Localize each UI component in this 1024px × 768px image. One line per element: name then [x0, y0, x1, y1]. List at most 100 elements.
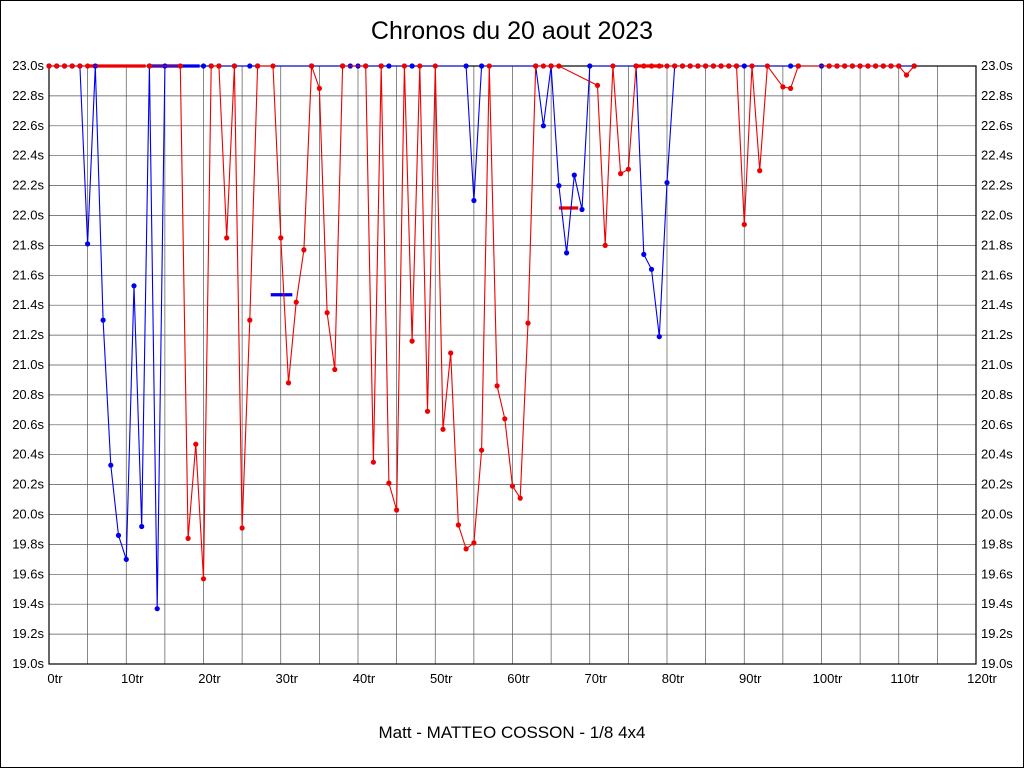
tick-label: 20.2s	[12, 477, 44, 492]
data-point-serie-bleue	[648, 266, 655, 272]
tick-label: 70tr	[585, 671, 608, 686]
data-point-serie-bleue	[463, 63, 469, 69]
data-point-serie-bleue	[123, 556, 129, 563]
data-point-serie-rouge	[54, 63, 60, 69]
data-point-serie-rouge	[780, 84, 786, 90]
data-point-serie-rouge	[69, 63, 75, 69]
tick-label: 22.4s	[12, 148, 44, 163]
tick-label: 22.8s	[12, 88, 44, 103]
data-point-serie-rouge	[417, 63, 423, 69]
data-point-serie-rouge	[795, 63, 801, 69]
tick-label: 20.6s	[981, 417, 1013, 432]
data-point-serie-rouge	[479, 447, 485, 453]
tick-label: 21.6s	[981, 267, 1013, 282]
data-point-serie-rouge	[857, 63, 863, 69]
data-point-serie-rouge	[888, 63, 894, 69]
data-point-serie-rouge	[880, 63, 886, 69]
data-point-serie-rouge	[278, 235, 284, 241]
data-point-serie-rouge	[664, 63, 670, 69]
tick-label: 40tr	[353, 671, 376, 686]
data-point-serie-bleue	[571, 172, 577, 178]
tick-label: 21.8s	[12, 237, 44, 252]
data-point-serie-rouge	[540, 63, 547, 69]
data-point-serie-rouge	[448, 350, 454, 356]
data-point-serie-bleue	[479, 63, 485, 69]
data-point-serie-rouge	[625, 166, 632, 172]
data-point-serie-rouge	[726, 63, 732, 69]
data-point-serie-rouge	[255, 63, 261, 69]
data-point-serie-rouge	[301, 247, 307, 253]
data-point-serie-rouge	[618, 171, 624, 177]
data-point-serie-bleue	[386, 63, 392, 69]
tick-label: 23.0s	[12, 58, 44, 73]
tick-label: 60tr	[507, 671, 530, 686]
data-point-serie-bleue	[85, 241, 91, 247]
data-point-serie-rouge	[710, 63, 717, 69]
tick-label: 22.2s	[981, 178, 1013, 193]
data-point-serie-rouge	[455, 522, 461, 528]
tick-label: 100tr	[813, 671, 843, 686]
data-point-serie-rouge	[193, 441, 199, 447]
data-point-serie-rouge	[85, 63, 91, 69]
series-line-serie-rouge	[49, 64, 915, 579]
data-point-serie-rouge	[656, 63, 662, 69]
tick-label: 20.2s	[981, 477, 1013, 492]
tick-label: 22.2s	[12, 178, 44, 193]
data-point-serie-rouge	[285, 380, 292, 386]
tick-label: 20.0s	[981, 507, 1013, 522]
data-point-serie-bleue	[131, 283, 137, 289]
data-point-serie-bleue	[579, 206, 585, 213]
data-point-serie-rouge	[865, 63, 871, 69]
data-point-serie-rouge	[788, 85, 794, 91]
data-point-serie-rouge	[231, 63, 237, 69]
data-point-serie-rouge	[340, 63, 346, 69]
tick-label: 20.4s	[12, 447, 44, 462]
data-point-serie-bleue	[247, 63, 253, 69]
data-point-serie-rouge	[533, 63, 539, 69]
data-point-serie-rouge	[239, 525, 245, 531]
data-point-serie-rouge	[633, 63, 639, 69]
data-point-serie-bleue	[556, 183, 562, 189]
tick-label: 90tr	[739, 671, 762, 686]
data-point-serie-bleue	[641, 251, 647, 257]
data-point-serie-rouge	[394, 507, 400, 513]
data-point-serie-rouge	[695, 63, 701, 69]
data-point-serie-rouge	[741, 221, 747, 228]
tick-label: 21.6s	[12, 267, 44, 282]
data-point-serie-rouge	[363, 63, 369, 69]
data-point-serie-rouge	[370, 459, 376, 465]
data-point-serie-rouge	[873, 63, 879, 69]
data-point-serie-rouge	[46, 63, 52, 69]
chart-title: Chronos du 20 aout 2023	[370, 17, 654, 45]
tick-label: 19.2s	[981, 626, 1013, 641]
data-point-serie-rouge	[594, 82, 601, 88]
data-point-serie-rouge	[509, 483, 516, 489]
data-point-serie-bleue	[587, 63, 593, 69]
data-point-serie-rouge	[757, 168, 763, 174]
data-point-serie-rouge	[471, 540, 477, 546]
tick-label: 22.0s	[12, 208, 44, 223]
tick-label: 0tr	[47, 671, 63, 686]
series-line-serie-bleue	[49, 65, 915, 609]
data-point-serie-rouge	[293, 299, 299, 305]
data-point-serie-rouge	[401, 63, 407, 69]
tick-label: 50tr	[430, 671, 453, 686]
data-point-serie-rouge	[440, 426, 446, 432]
tick-label: 21.0s	[12, 357, 44, 372]
data-point-serie-rouge	[386, 480, 392, 486]
data-point-serie-rouge	[826, 63, 832, 69]
tick-label: 22.4s	[981, 148, 1013, 163]
data-point-serie-rouge	[270, 63, 276, 69]
data-point-serie-rouge	[648, 63, 655, 69]
data-point-serie-rouge	[641, 63, 647, 69]
data-point-serie-rouge	[703, 63, 709, 69]
data-point-serie-bleue	[139, 523, 145, 530]
data-point-serie-rouge	[332, 366, 338, 373]
tick-label: 21.4s	[981, 297, 1013, 312]
data-point-serie-rouge	[517, 495, 523, 501]
data-point-serie-rouge	[316, 85, 322, 91]
data-point-serie-bleue	[540, 123, 547, 129]
data-point-serie-rouge	[556, 63, 562, 69]
